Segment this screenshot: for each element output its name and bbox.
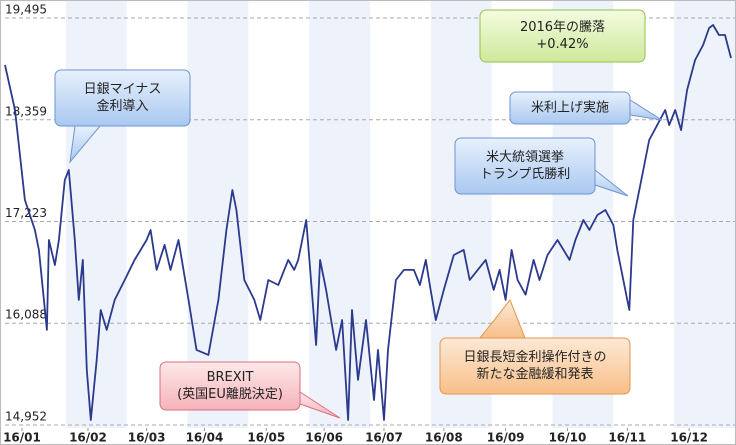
month-band (309, 0, 370, 428)
callout-box (479, 9, 646, 63)
month-band (674, 0, 735, 428)
callout-box (159, 361, 301, 411)
x-tick-label: 16/06 (305, 431, 343, 445)
callout-text: 日銀長短金利操作付きの (463, 349, 606, 365)
x-tick-label: 16/03 (128, 431, 166, 445)
callout-tail (478, 299, 526, 339)
callout-text: 2016年の騰落 (520, 19, 605, 35)
month-band (187, 0, 249, 428)
callout-text: 新たな金融緩和発表 (476, 366, 593, 382)
callout-text: +0.42% (536, 37, 588, 52)
callout-box (54, 69, 191, 127)
callout-text: 米大統領選挙 (486, 149, 564, 165)
callout-box (439, 337, 631, 395)
x-tick-label: 16/09 (487, 431, 525, 445)
x-tick-label: 16/08 (425, 431, 463, 445)
y-tick-label: 19,495 (5, 3, 47, 17)
x-tick-label: 16/10 (549, 431, 587, 445)
x-tick-label: 16/02 (69, 431, 107, 445)
callout-text: 日銀マイナス (84, 82, 162, 97)
x-tick-label: 16/07 (365, 431, 403, 445)
y-tick-label: 16,088 (5, 308, 47, 322)
callout-tail (594, 168, 629, 197)
callout-text: BREXIT (207, 370, 254, 385)
x-tick-label: 16/11 (608, 431, 646, 445)
price-line (4, 24, 732, 421)
y-tick-label: 18,359 (5, 104, 47, 118)
callout-text: トランプ氏勝利 (480, 167, 571, 182)
callout-text: (英国EU離脱決定) (177, 387, 283, 402)
x-tick-label: 16/05 (247, 431, 285, 445)
callout-text: 金利導入 (96, 98, 148, 114)
x-tick-label: 16/04 (186, 431, 224, 445)
y-tick-label: 14,952 (5, 410, 47, 424)
callout-tail (69, 125, 102, 164)
callout-tail (299, 391, 341, 419)
x-tick-label: 16/01 (3, 431, 41, 445)
callout-box (454, 137, 596, 195)
y-tick-label: 17,223 (5, 206, 47, 220)
callout-tail (629, 99, 663, 121)
callout-text: 米利上げ実施 (531, 100, 609, 116)
x-tick-label: 16/12 (670, 431, 708, 445)
